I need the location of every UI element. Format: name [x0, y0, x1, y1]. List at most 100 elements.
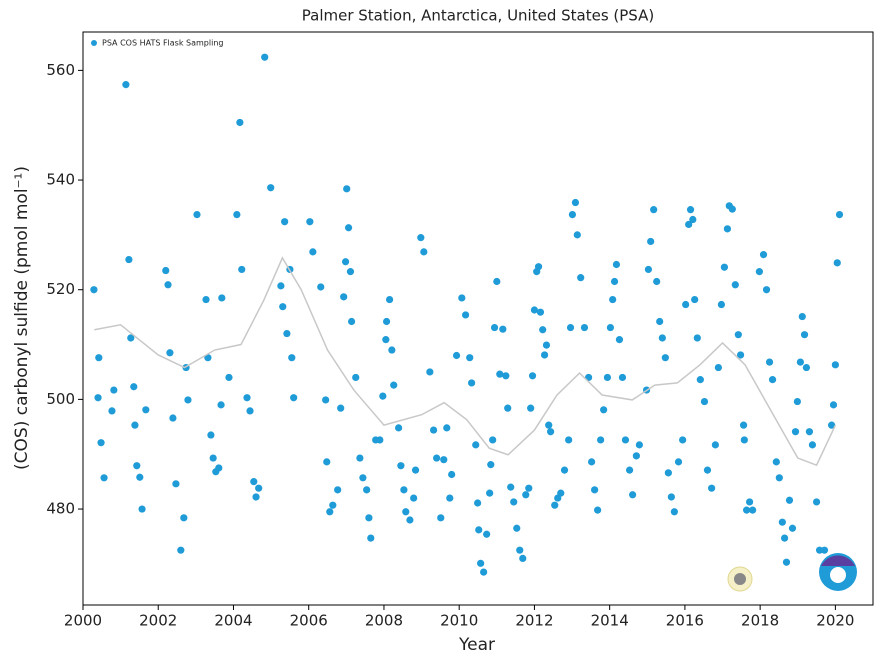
data-point [122, 81, 130, 89]
data-point [334, 486, 342, 494]
data-point [452, 351, 461, 360]
data-point [772, 458, 780, 466]
data-point [443, 424, 451, 432]
data-point [177, 546, 185, 554]
data-point [110, 386, 118, 394]
data-point [486, 489, 494, 497]
data-point [685, 220, 693, 229]
data-point [534, 263, 543, 271]
plot-area [90, 53, 844, 576]
data-point [568, 210, 577, 219]
data-point [255, 484, 263, 492]
data-point [653, 277, 661, 286]
data-point [382, 336, 390, 344]
data-point [588, 458, 596, 466]
data-point [385, 295, 394, 304]
data-point [233, 210, 241, 219]
logo [830, 567, 846, 583]
data-point [446, 494, 454, 502]
data-point [225, 373, 233, 382]
data-point [202, 295, 210, 304]
data-point [261, 53, 269, 61]
logos [727, 553, 857, 592]
data-point [493, 277, 501, 286]
data-point [664, 469, 672, 477]
data-point [337, 404, 345, 412]
data-point [573, 231, 581, 239]
data-point [138, 505, 146, 513]
data-point [691, 295, 699, 304]
data-point [547, 428, 555, 436]
data-point [696, 376, 704, 384]
data-point [243, 394, 251, 402]
data-point [162, 266, 170, 275]
data-point [571, 198, 580, 207]
data-point [433, 454, 441, 462]
data-point [136, 473, 144, 481]
data-point [472, 441, 480, 449]
data-point [94, 394, 102, 402]
data-point [437, 514, 445, 522]
data-point [356, 454, 364, 462]
data-point [474, 499, 482, 507]
logo [821, 555, 855, 566]
data-point [580, 323, 589, 332]
data-point [379, 392, 387, 400]
data-point [367, 534, 375, 542]
data-point [618, 373, 627, 382]
data-point [283, 329, 291, 338]
y-tick-label: 480 [46, 500, 75, 518]
data-point [728, 205, 736, 213]
data-point [805, 428, 814, 436]
data-point [290, 394, 298, 402]
x-tick-label: 2020 [816, 612, 854, 630]
data-point [793, 397, 801, 406]
plot-frame [82, 31, 874, 606]
data-point [647, 237, 655, 246]
data-point [395, 424, 403, 432]
data-point [180, 514, 188, 522]
data-point [397, 462, 405, 470]
data-point [711, 441, 719, 449]
data-point [193, 210, 201, 219]
data-point [382, 317, 391, 326]
x-tick-label: 2004 [214, 612, 252, 630]
data-point [326, 508, 334, 516]
data-point [525, 484, 533, 492]
data-point [796, 358, 804, 366]
data-point [540, 351, 549, 359]
data-point [468, 379, 476, 387]
data-point [131, 421, 139, 429]
data-point [674, 458, 683, 466]
data-point [95, 354, 103, 362]
x-tick-label: 2000 [64, 612, 102, 630]
data-point [363, 486, 371, 494]
data-point [591, 486, 599, 494]
data-point [513, 524, 521, 532]
data-point [420, 248, 428, 256]
data-point [700, 397, 709, 406]
data-point [402, 508, 410, 516]
data-point [808, 441, 817, 449]
data-point [606, 323, 615, 332]
data-point [516, 546, 524, 554]
data-point [490, 323, 499, 332]
data-point [267, 184, 275, 192]
y-tick-label: 500 [46, 390, 75, 408]
data-point [609, 295, 617, 304]
data-point [108, 407, 116, 415]
data-point [635, 441, 643, 449]
y-tick-label: 560 [46, 61, 75, 79]
data-point [246, 407, 254, 415]
data-point [130, 383, 138, 391]
data-point [461, 311, 470, 319]
data-point [218, 294, 226, 302]
data-point [341, 258, 350, 266]
data-point [507, 483, 515, 491]
data-point [477, 559, 485, 567]
data-point [686, 206, 695, 214]
data-point [626, 466, 634, 474]
data-point [714, 363, 722, 372]
data-point [487, 461, 495, 469]
